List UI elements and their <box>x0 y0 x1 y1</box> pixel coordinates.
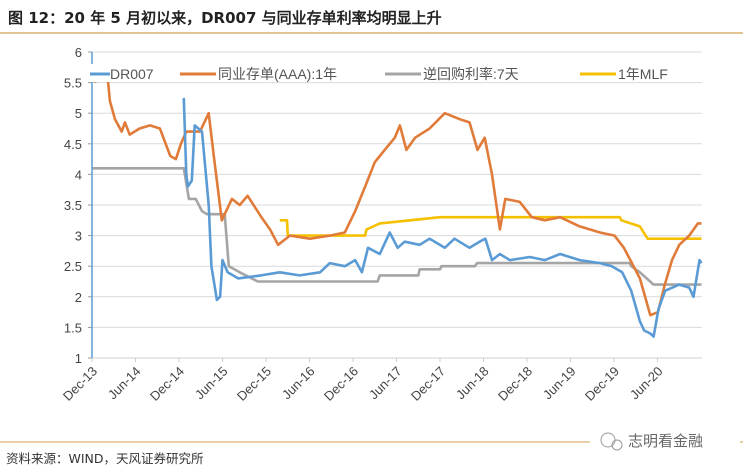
x-tick-label: Jun-18 <box>453 364 492 403</box>
x-tick-label: Dec-17 <box>408 364 448 404</box>
y-tick-label: 2.5 <box>64 259 82 274</box>
figure-title: 图 12：20 年 5 月初以来，DR007 与同业存单利率均明显上升 <box>8 9 442 27</box>
legend-bg <box>88 64 158 82</box>
y-tick-label: 4 <box>75 167 82 182</box>
y-axis-ticks: 1 1.5 2 2.5 3 3.5 4 4.5 5 5.5 6 <box>64 45 92 366</box>
legend-label: 1年MLF <box>618 66 668 82</box>
x-tick-label: Jun-17 <box>366 364 405 403</box>
x-tick-label: Dec-16 <box>321 364 361 404</box>
legend-label: DR007 <box>110 66 154 82</box>
y-tick-label: 3 <box>75 229 82 244</box>
y-tick-label: 4.5 <box>64 137 82 152</box>
wechat-icon <box>600 432 623 451</box>
legend-bg <box>178 64 348 82</box>
y-tick-label: 1 <box>75 351 82 366</box>
x-tick-label: Jun-20 <box>627 364 666 403</box>
x-tick-label: Dec-13 <box>60 364 100 404</box>
legend: DR007 同业存单(AAA):1年 逆回购利率:7天 1年MLF <box>88 64 688 82</box>
x-tick-label: Jun-14 <box>105 364 144 403</box>
x-tick-label: Jun-16 <box>279 364 318 403</box>
legend-bg <box>383 64 543 82</box>
y-tick-label: 5.5 <box>64 76 82 91</box>
x-tick-label: Dec-15 <box>234 364 274 404</box>
legend-label: 同业存单(AAA):1年 <box>218 66 337 82</box>
x-tick-label: Dec-19 <box>582 364 622 404</box>
legend-item: DR007 <box>88 64 158 82</box>
series-line-2 <box>92 167 702 286</box>
x-axis-ticks: Dec-13 Jun-14 Dec-14 Jun-15 Dec-15 Jun-16 Dec-… <box>60 358 666 404</box>
legend-item: 同业存单(AAA):1年 <box>178 64 348 82</box>
x-tick-label: Dec-18 <box>495 364 535 404</box>
y-tick-label: 5 <box>75 106 82 121</box>
legend-item: 1年MLF <box>578 64 688 82</box>
series-line-0 <box>182 97 703 338</box>
y-tick-label: 6 <box>75 45 82 60</box>
legend-label: 逆回购利率:7天 <box>423 66 519 82</box>
legend-bg <box>578 64 688 82</box>
x-tick-label: Dec-14 <box>147 364 187 404</box>
series-line-1 <box>93 69 702 317</box>
y-tick-label: 2 <box>75 290 82 305</box>
legend-item: 逆回购利率:7天 <box>383 64 543 82</box>
series-lines <box>92 69 703 338</box>
x-tick-label: Jun-19 <box>540 364 579 403</box>
source-note: 资料来源：WIND，天风证券研究所 <box>6 451 204 466</box>
watermark: 志明看金融 <box>628 432 703 450</box>
gridlines <box>92 51 702 359</box>
y-tick-label: 1.5 <box>64 320 82 335</box>
y-tick-label: 3.5 <box>64 198 82 213</box>
x-tick-label: Jun-15 <box>192 364 231 403</box>
